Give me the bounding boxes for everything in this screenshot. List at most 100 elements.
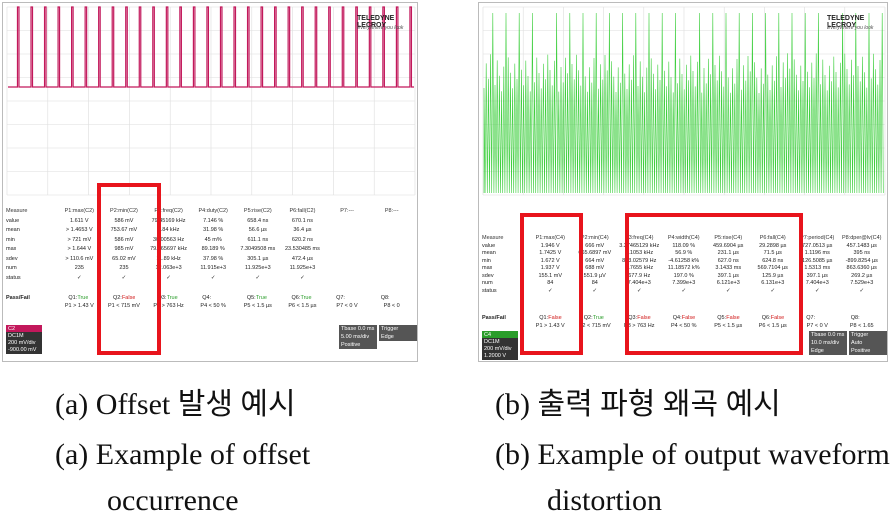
- table-cell: 624.8 ns: [762, 257, 784, 264]
- table-cell: 620.2 ns: [291, 236, 313, 243]
- q-label: Q5:: [246, 295, 256, 301]
- highlight-box: [520, 213, 583, 355]
- passfail-label: Pass/Fail: [6, 295, 30, 301]
- row-label: num: [6, 265, 17, 271]
- table-header: P7:period(C4): [800, 235, 835, 241]
- table-cell: 79.45169 kHz: [151, 217, 186, 224]
- table-cell: 305.1 µs: [247, 255, 269, 262]
- table-cell: 586 mV: [114, 236, 134, 243]
- table-cell: 11.89 kHz: [156, 255, 181, 262]
- q-condition: P8 < 0: [383, 303, 400, 309]
- q-condition: P3 > 763 Hz: [624, 323, 655, 329]
- table-cell: ✓: [547, 287, 553, 294]
- table-cell: 126.5085 µs: [802, 257, 833, 264]
- caption-ko: (b) 출력 파형 왜곡 예시: [495, 388, 781, 421]
- table-cell: ✓: [121, 274, 127, 281]
- q-label: Q2:: [583, 315, 593, 321]
- table-cell: 1.937 V: [540, 265, 560, 271]
- table-cell: 118.09 %: [672, 242, 696, 249]
- table-header: Measure: [482, 235, 504, 241]
- row-label: min: [6, 236, 15, 243]
- table-cell: 125.9 µs: [762, 272, 784, 279]
- table-cell: 677.9 Hz: [628, 272, 651, 279]
- table-cell: 71.5 µs: [763, 250, 782, 256]
- q-condition: P4 < 50 %: [200, 303, 226, 309]
- table-cell: 36.4 µs: [293, 227, 312, 233]
- scope-screen-a: TELEDYNE LECROY Everywhere you look Measur…: [2, 2, 418, 362]
- table-header: P6:fall(C4): [759, 235, 786, 241]
- table-cell: 1.7425 V: [539, 250, 562, 256]
- q-label: Q4:: [672, 315, 682, 321]
- table-cell: 7.399e+3: [672, 280, 696, 286]
- table-cell: 457.1483 µs: [846, 242, 877, 249]
- table-cell: > 721 mV: [67, 236, 92, 243]
- q-condition: P2 < 715 mV: [578, 323, 611, 329]
- waveform-area: [6, 6, 416, 196]
- table-cell: ✓: [859, 287, 865, 294]
- table-cell: 688 mV: [585, 265, 605, 271]
- table-cell: 155.1 mV: [538, 272, 563, 279]
- row-label: value: [482, 242, 496, 249]
- q-label: Q6:: [761, 315, 771, 321]
- table-cell: 7.404e+3: [627, 280, 651, 286]
- q-label: Q4:: [202, 295, 212, 301]
- q-label: Q5:: [717, 315, 727, 321]
- table-cell: 37.98 %: [203, 255, 224, 262]
- table-cell: 1.1196 ms: [804, 250, 830, 256]
- q-label: Q2:: [112, 295, 122, 301]
- row-label: max: [482, 265, 493, 271]
- table-cell: 23.530485 ms: [285, 246, 320, 252]
- table-header: P5:rise(C4): [714, 235, 743, 241]
- tagline: Everywhere you look: [357, 25, 404, 31]
- channel-info: C4: [482, 331, 518, 339]
- q-status: False: [681, 315, 696, 321]
- table-cell: 753.67 mV: [110, 227, 138, 233]
- q-condition: P6 < 1.5 µs: [288, 303, 317, 309]
- table-cell: 1.611 V: [70, 217, 89, 224]
- table-cell: ✓: [592, 287, 598, 294]
- q-status: False: [770, 315, 785, 321]
- channel-info: DC1M: [6, 332, 42, 340]
- q-condition: P8 < 1.65: [849, 323, 874, 329]
- row-label: status: [6, 274, 21, 281]
- table-cell: 12.063e+3: [155, 265, 182, 271]
- q-condition: P1 < 715 mV: [107, 303, 140, 309]
- q-condition: P5 < 1.5 µs: [714, 323, 743, 329]
- table-header: P1:max(C4): [535, 235, 565, 241]
- table-header: P5:rise(C2): [243, 208, 272, 214]
- status-box: Trigger: [849, 331, 887, 339]
- table-header: P2:min(C2): [110, 208, 138, 214]
- table-header: Measure: [6, 208, 28, 214]
- status-box: Positive: [339, 341, 377, 349]
- table-cell: ✓: [166, 274, 171, 281]
- table-cell: ✓: [681, 287, 687, 294]
- table-cell: 586 mV: [114, 217, 134, 224]
- status-box: Edge: [379, 333, 417, 341]
- row-label: min: [482, 257, 491, 264]
- table-cell: ✓: [210, 274, 216, 281]
- q-status: True: [77, 295, 89, 301]
- q-label: Q1:: [68, 295, 78, 301]
- table-cell: 1.946 V: [540, 242, 560, 249]
- q-label: Q3:: [628, 315, 638, 321]
- table-cell: 611.1 ns: [247, 236, 269, 243]
- q-label: Q8:: [380, 295, 390, 301]
- table-cell: 231.1 µs: [717, 250, 739, 256]
- table-cell: -899.8254 µs: [845, 257, 878, 264]
- table-cell: ✓: [725, 287, 731, 294]
- table-header: P4:width(C4): [667, 235, 700, 241]
- table-cell: 1.1053 kHz: [625, 250, 654, 256]
- waveform-area: [482, 6, 886, 196]
- q-status: False: [121, 295, 136, 301]
- table-header: P2:min(C4): [580, 235, 609, 241]
- table-cell: 397.1 µs: [717, 272, 739, 279]
- q-status: True: [166, 295, 178, 301]
- table-cell: 11.925e+3: [244, 265, 271, 271]
- table-cell: 7.3049508 ms: [240, 246, 276, 252]
- row-label: status: [482, 287, 497, 294]
- channel-info: 1.2000 V: [482, 352, 518, 360]
- q-status: True: [592, 315, 604, 321]
- caption-ko: (a) Offset 발생 예시: [55, 388, 296, 421]
- table-cell: 84: [591, 280, 598, 286]
- table-cell: 11.915e+3: [200, 265, 227, 271]
